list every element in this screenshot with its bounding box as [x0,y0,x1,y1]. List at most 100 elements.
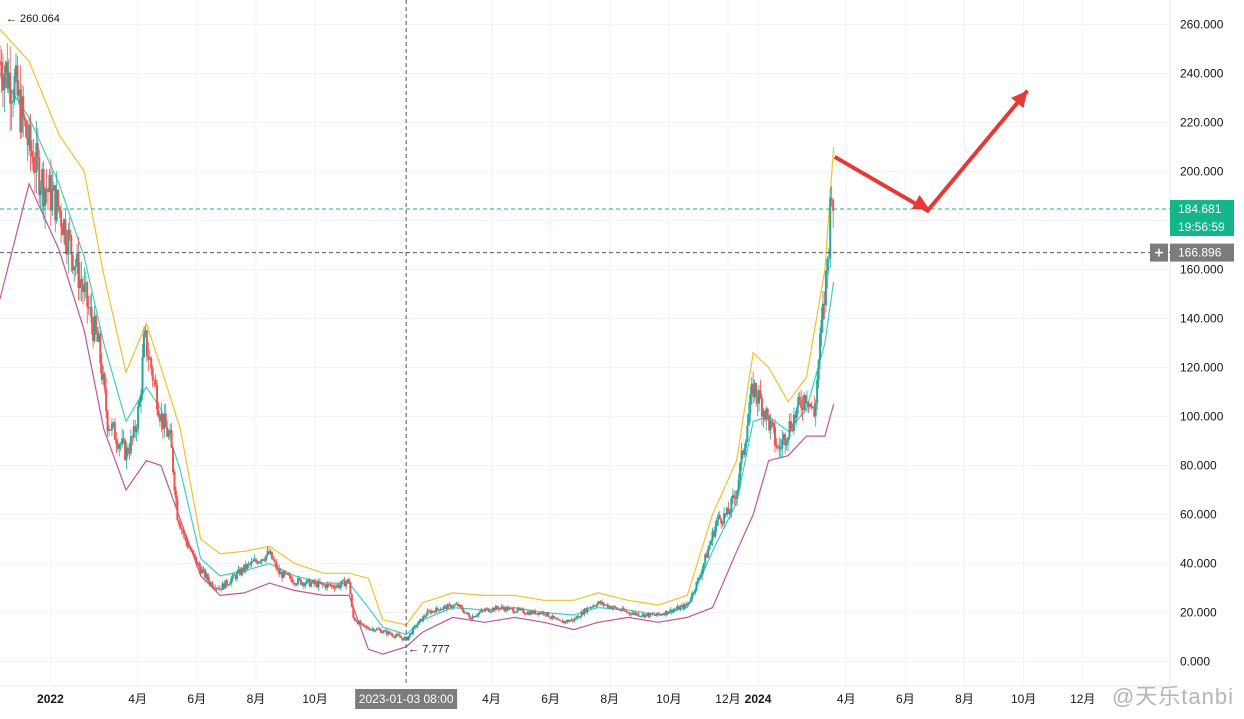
candle-body [605,604,608,606]
candle-body [515,611,518,613]
y-tick-label: 60.000 [1180,508,1217,522]
candle-body [368,628,371,631]
candle-body [442,606,445,609]
x-tick-label: 8月 [955,692,974,706]
candle-body [491,607,494,611]
candle-body [670,609,673,613]
candle-body [583,608,586,615]
candle-body [100,363,103,380]
candle-body [128,452,131,454]
candle-body [448,604,451,606]
candle-body [86,282,89,307]
candle-body [355,620,358,622]
candle-body [269,551,272,554]
candle-body [602,602,605,606]
candle-body [182,529,185,534]
candle-body [179,523,182,529]
time-axis[interactable]: 2022 4月 6月 8月 10月 4月 6月 8月 10月 12月 2024 4月 6月 8月 10月 12… [37,689,1095,709]
candle-body [267,551,270,554]
candle-body [669,609,672,613]
candle-body [616,608,619,610]
y-tick-label: 260.000 [1180,18,1224,32]
candle-body [740,450,743,464]
candle-body [762,410,765,417]
candle-body [656,612,659,616]
candle-body [641,613,644,616]
candle-body [64,219,67,246]
candle-body [333,587,336,589]
candle-body [220,588,223,590]
high-label: ← 260.064 [6,13,60,25]
candle-body [705,554,708,558]
price-axis[interactable]: 260.000240.000220.000200.000180.000160.0… [1180,18,1224,669]
candle-body [631,613,634,615]
candle-body [769,420,772,431]
candle-body [567,620,570,622]
candle-body [541,611,544,614]
candle-body [657,612,660,615]
candle-body [336,584,339,587]
candle-body [169,430,172,434]
candle-body [696,578,699,582]
candle-body [563,621,566,624]
candle-body [794,414,797,419]
candle-body [26,137,29,146]
candle-body [311,580,314,583]
arrow-shaft [833,89,1030,214]
candle-body [807,401,810,407]
candle-body [470,618,473,620]
candle-body [810,403,813,408]
candle-body [678,606,681,610]
candle-body [54,185,57,221]
candle-body [278,568,281,575]
candle-body [502,606,505,609]
candle-body [473,616,476,618]
candle-body [52,185,55,191]
candle-body [318,581,321,584]
candle-body [816,379,819,404]
candle-body [566,620,569,623]
candle-body [446,604,449,610]
candle-body [589,607,592,609]
candle-body [301,582,304,585]
candle-body [720,518,723,524]
candle-body [707,549,710,558]
candle-body [94,316,97,332]
candle-body [756,397,759,404]
candle-body [326,584,329,589]
candle-body [190,550,193,552]
candle-body [176,498,179,521]
candle-body [510,607,513,609]
x-tick-label: 6月 [187,692,206,706]
candle-body [587,607,590,609]
candle-body [765,408,768,420]
candle-body [172,447,175,472]
candle-body [250,561,253,565]
candle-body [253,559,256,562]
candle-body [496,606,499,609]
candle-body [614,606,617,608]
candle-body [768,415,771,431]
candle-body [600,602,603,604]
candle-body [519,608,522,610]
y-tick-label: 100.000 [1180,410,1224,424]
candle-body [23,117,26,121]
candle-body [281,572,284,579]
candle-body [183,533,186,536]
candle-body [185,535,188,542]
candle-body [122,438,125,440]
candle-body [259,561,262,563]
candle-body [829,197,832,259]
candle-body [576,616,579,619]
candle-body [92,322,95,341]
candle-body [784,434,787,446]
candle-body [286,573,289,576]
candle-body [160,413,163,422]
candle-body [256,561,259,564]
candle-body [603,604,606,606]
candle-body [330,585,333,587]
candle-body [340,580,343,585]
candle-body [397,634,400,636]
candle-body [808,403,811,407]
